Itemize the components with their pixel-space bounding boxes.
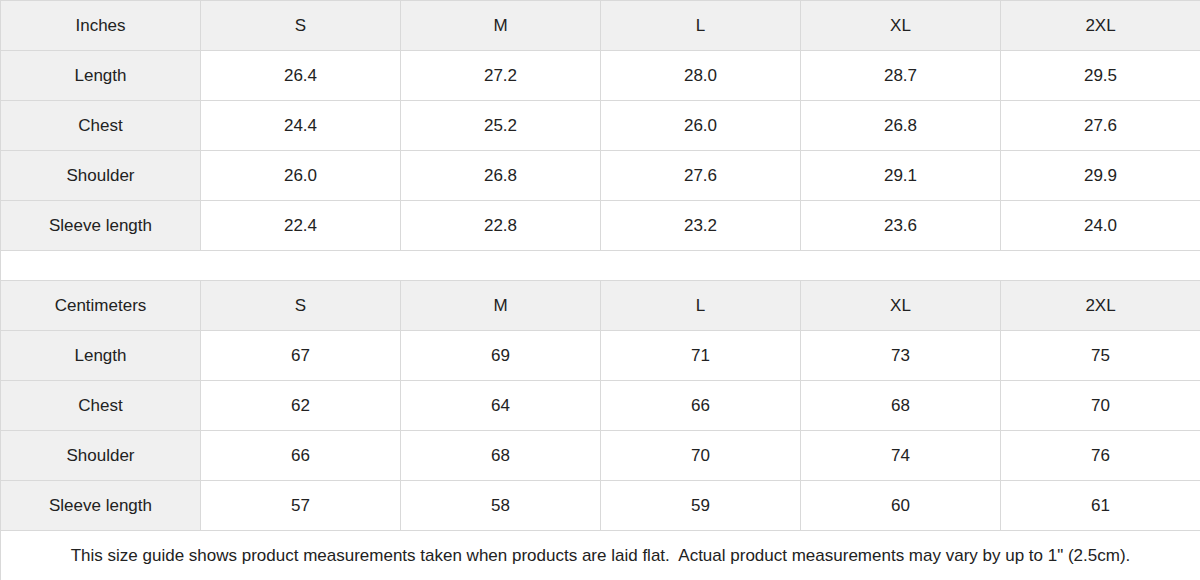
size-header-l: L — [601, 281, 801, 331]
measurement-cell: 68 — [801, 381, 1001, 431]
inches-header-row: Inches S M L XL 2XL — [1, 1, 1200, 51]
measurement-cell: 25.2 — [401, 101, 601, 151]
table-row: Chest 62 64 66 68 70 — [1, 381, 1200, 431]
size-header-m: M — [401, 1, 601, 51]
row-label-length: Length — [1, 331, 201, 381]
measurement-cell: 62 — [201, 381, 401, 431]
size-header-xl: XL — [801, 281, 1001, 331]
measurement-cell: 68 — [401, 431, 601, 481]
size-header-xl: XL — [801, 1, 1001, 51]
table-row: Shoulder 66 68 70 74 76 — [1, 431, 1200, 481]
row-label-chest: Chest — [1, 381, 201, 431]
measurement-cell: 76 — [1001, 431, 1200, 481]
measurement-cell: 70 — [601, 431, 801, 481]
size-header-2xl: 2XL — [1001, 1, 1200, 51]
measurement-cell: 27.6 — [601, 151, 801, 201]
table-row: Sleeve length 57 58 59 60 61 — [1, 481, 1200, 531]
measurement-cell: 58 — [401, 481, 601, 531]
measurement-cell: 22.8 — [401, 201, 601, 251]
row-label-chest: Chest — [1, 101, 201, 151]
measurement-cell: 70 — [1001, 381, 1200, 431]
measurement-cell: 24.4 — [201, 101, 401, 151]
measurement-cell: 26.8 — [401, 151, 601, 201]
table-spacer — [1, 251, 1200, 281]
measurement-cell: 26.4 — [201, 51, 401, 101]
measurement-cell: 27.6 — [1001, 101, 1200, 151]
measurement-cell: 28.0 — [601, 51, 801, 101]
measurement-cell: 29.9 — [1001, 151, 1200, 201]
measurement-cell: 74 — [801, 431, 1001, 481]
measurement-cell: 64 — [401, 381, 601, 431]
measurement-cell: 60 — [801, 481, 1001, 531]
unit-header-inches: Inches — [1, 1, 201, 51]
measurement-cell: 27.2 — [401, 51, 601, 101]
size-header-2xl: 2XL — [1001, 281, 1200, 331]
measurement-cell: 75 — [1001, 331, 1200, 381]
row-label-length: Length — [1, 51, 201, 101]
measurement-cell: 61 — [1001, 481, 1200, 531]
row-label-sleeve-length: Sleeve length — [1, 481, 201, 531]
table-row: Length 67 69 71 73 75 — [1, 331, 1200, 381]
size-guide-disclaimer: This size guide shows product measuremen… — [1, 531, 1200, 580]
measurement-cell: 29.5 — [1001, 51, 1200, 101]
measurement-cell: 23.2 — [601, 201, 801, 251]
table-row: Length 26.4 27.2 28.0 28.7 29.5 — [1, 51, 1200, 101]
measurement-cell: 23.6 — [801, 201, 1001, 251]
row-label-shoulder: Shoulder — [1, 431, 201, 481]
measurement-cell: 29.1 — [801, 151, 1001, 201]
footer-note-row: This size guide shows product measuremen… — [1, 531, 1200, 580]
centimeters-header-row: Centimeters S M L XL 2XL — [1, 281, 1200, 331]
size-header-l: L — [601, 1, 801, 51]
measurement-cell: 66 — [201, 431, 401, 481]
measurement-cell: 71 — [601, 331, 801, 381]
measurement-cell: 26.0 — [201, 151, 401, 201]
table-row: Shoulder 26.0 26.8 27.6 29.1 29.9 — [1, 151, 1200, 201]
size-header-m: M — [401, 281, 601, 331]
table-row: Chest 24.4 25.2 26.0 26.8 27.6 — [1, 101, 1200, 151]
measurement-cell: 66 — [601, 381, 801, 431]
measurement-cell: 24.0 — [1001, 201, 1200, 251]
row-label-sleeve-length: Sleeve length — [1, 201, 201, 251]
unit-header-centimeters: Centimeters — [1, 281, 201, 331]
measurement-cell: 69 — [401, 331, 601, 381]
measurement-cell: 26.0 — [601, 101, 801, 151]
measurement-cell: 26.8 — [801, 101, 1001, 151]
measurement-cell: 67 — [201, 331, 401, 381]
size-header-s: S — [201, 281, 401, 331]
measurement-cell: 28.7 — [801, 51, 1001, 101]
size-header-s: S — [201, 1, 401, 51]
size-guide-table: Inches S M L XL 2XL Length 26.4 27.2 28.… — [0, 0, 1200, 580]
table-row: Sleeve length 22.4 22.8 23.2 23.6 24.0 — [1, 201, 1200, 251]
spacer-cell — [1, 251, 1200, 281]
measurement-cell: 22.4 — [201, 201, 401, 251]
measurement-cell: 59 — [601, 481, 801, 531]
measurement-cell: 73 — [801, 331, 1001, 381]
row-label-shoulder: Shoulder — [1, 151, 201, 201]
measurement-cell: 57 — [201, 481, 401, 531]
